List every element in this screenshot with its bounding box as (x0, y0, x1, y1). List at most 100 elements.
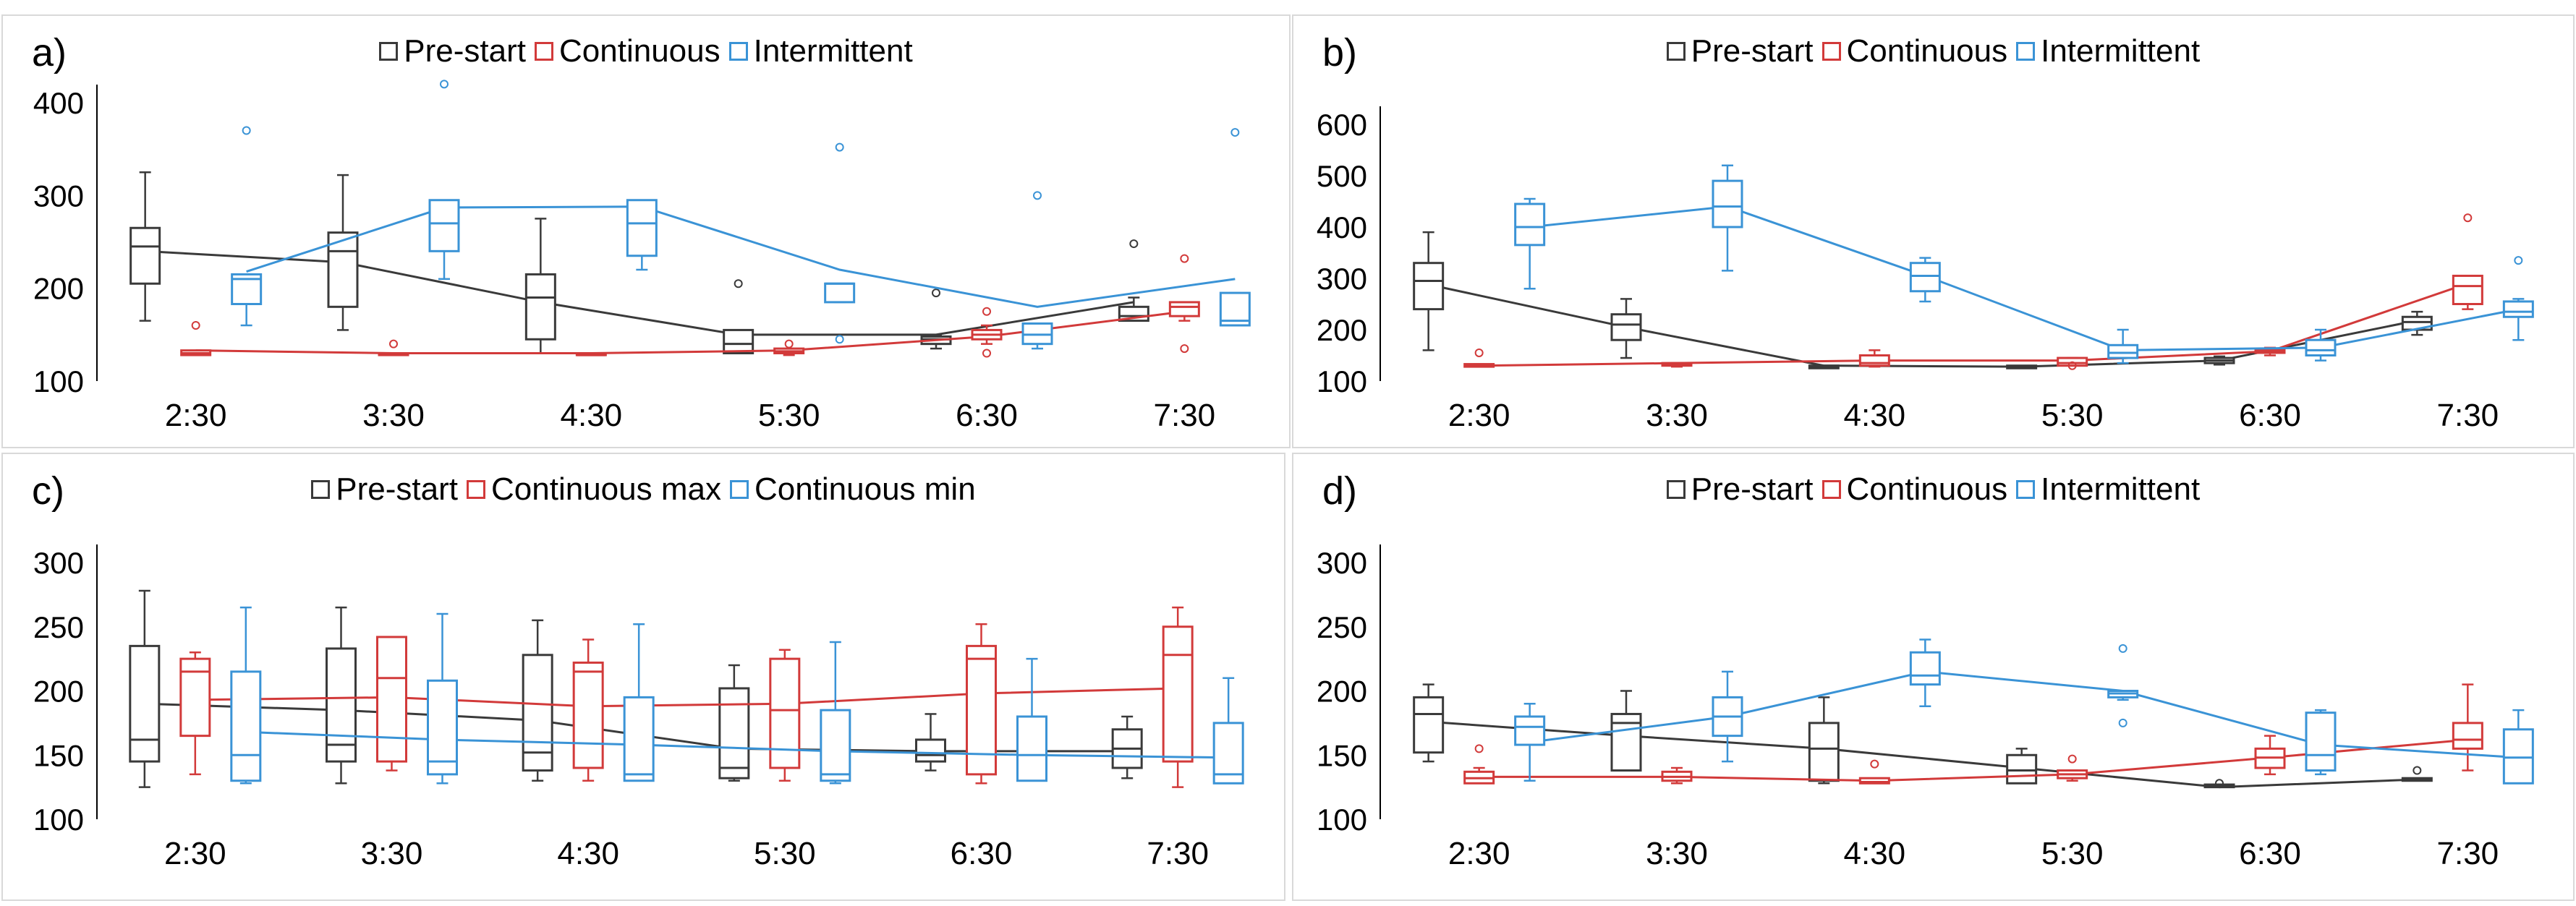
box (1514, 202, 1546, 247)
legend-item-continuous: Continuous (1822, 471, 2007, 508)
box-plot (326, 606, 357, 785)
box-plot (129, 171, 161, 322)
chart-plot-d: 100 150 200 250 300 2:30 3:30 4:30 5:30 6:30 7:30 (1317, 544, 2534, 871)
legend-item-intermittent: Intermittent (728, 33, 913, 69)
x-tick-label: 5:30 (2041, 398, 2104, 433)
legend-label: Continuous min (754, 471, 976, 507)
legend-item-intermittent: Intermittent (2016, 471, 2200, 508)
y-tick-label: 200 (1317, 313, 1367, 347)
box-plot (2502, 709, 2534, 785)
y-tick-label: 250 (33, 610, 84, 644)
legend-swatch (535, 42, 553, 61)
legend-label: Intermittent (2041, 33, 2201, 69)
box-plot (2057, 356, 2088, 370)
box-plot (1219, 128, 1251, 327)
y-tick-label: 100 (1317, 364, 1367, 398)
x-tick-label: 6:30 (2239, 836, 2301, 871)
box-plot (327, 174, 359, 331)
legend-label: Continuous max (491, 471, 721, 507)
y-tick-label: 200 (1317, 675, 1367, 709)
outlier-point (784, 339, 794, 349)
x-tick-label: 4:30 (557, 836, 619, 871)
legend: Pre-start Continuous Intermittent (3, 33, 1289, 69)
legend: Pre-start Continuous max Continuous min (3, 471, 1284, 508)
legend-swatch (728, 42, 748, 61)
trend-line (195, 687, 1178, 708)
box (2502, 728, 2534, 785)
box (820, 709, 851, 782)
box-plot (1858, 759, 1890, 785)
box-plot (378, 339, 409, 356)
box-plot (2254, 735, 2286, 776)
box (2502, 300, 2534, 318)
box (623, 696, 655, 782)
box-plot (966, 623, 997, 785)
box-plot (2057, 754, 2088, 782)
box-plot (2203, 779, 2235, 789)
box-plot (2107, 644, 2139, 727)
box (327, 231, 359, 308)
y-tick-label: 300 (33, 546, 84, 580)
box-plot (2006, 364, 2038, 369)
box-plot (626, 199, 658, 271)
legend: Pre-start Continuous Intermittent (1293, 471, 2573, 508)
box (723, 328, 754, 354)
x-tick-label: 3:30 (362, 398, 425, 433)
outlier-point (191, 321, 200, 330)
x-tick-label: 5:30 (2041, 836, 2104, 871)
box (1016, 715, 1047, 782)
box-plot (1808, 364, 1840, 369)
outlier-point (2215, 779, 2224, 788)
outlier-point (982, 349, 991, 358)
box-plot (820, 641, 851, 785)
box-plot (2305, 328, 2337, 362)
outlier-point (982, 307, 991, 316)
x-tick-label: 4:30 (1844, 398, 1906, 433)
box-plot (129, 589, 161, 788)
legend-swatch (1822, 480, 1841, 499)
legend-label: Pre-start (1691, 33, 1814, 69)
box-plot (376, 636, 407, 772)
box (915, 738, 946, 763)
legend-label: Continuous (559, 33, 720, 69)
box-plot (1514, 703, 1546, 782)
box (2452, 274, 2483, 306)
box (524, 273, 556, 341)
box-plot (1016, 657, 1047, 782)
legend-swatch (1666, 480, 1686, 499)
legend-swatch (1666, 42, 1686, 61)
outlier-point (2463, 213, 2473, 223)
legend-swatch (311, 480, 331, 499)
y-tick-label: 100 (33, 803, 84, 837)
box (522, 654, 553, 772)
box-plot (428, 80, 460, 281)
x-tick-label: 7:30 (2437, 398, 2499, 433)
y-tick-label: 200 (33, 272, 84, 306)
box (427, 679, 458, 776)
box-plot (1413, 683, 1445, 763)
box (2305, 711, 2337, 772)
box-plot (1808, 696, 1840, 785)
box (1712, 179, 1743, 228)
box-plot (773, 339, 805, 356)
chart-panel-d: d) Pre-start Continuous Intermittent 100… (1292, 453, 2575, 901)
y-tick-label: 300 (1317, 262, 1367, 296)
legend-item-continuous-min: Continuous min (729, 471, 976, 508)
box-plot (1111, 715, 1143, 779)
box (1858, 777, 1890, 785)
x-tick-label: 7:30 (1154, 398, 1216, 433)
chart-plot-a: 100 200 300 400 2:30 3:30 4:30 5:30 6:30 7:30 (33, 80, 1251, 433)
box-plot (971, 307, 1003, 358)
outlier-point (2118, 644, 2127, 653)
box-plot (1212, 677, 1244, 785)
box (376, 636, 407, 763)
legend-label: Intermittent (753, 33, 913, 69)
x-tick-label: 2:30 (1448, 836, 1510, 871)
box (179, 657, 211, 738)
box (1808, 722, 1840, 782)
outlier-point (2413, 766, 2422, 775)
outlier-point (2118, 718, 2127, 727)
box (2107, 343, 2139, 359)
y-tick-label: 100 (1317, 803, 1367, 837)
panel-label: c) (32, 469, 64, 513)
